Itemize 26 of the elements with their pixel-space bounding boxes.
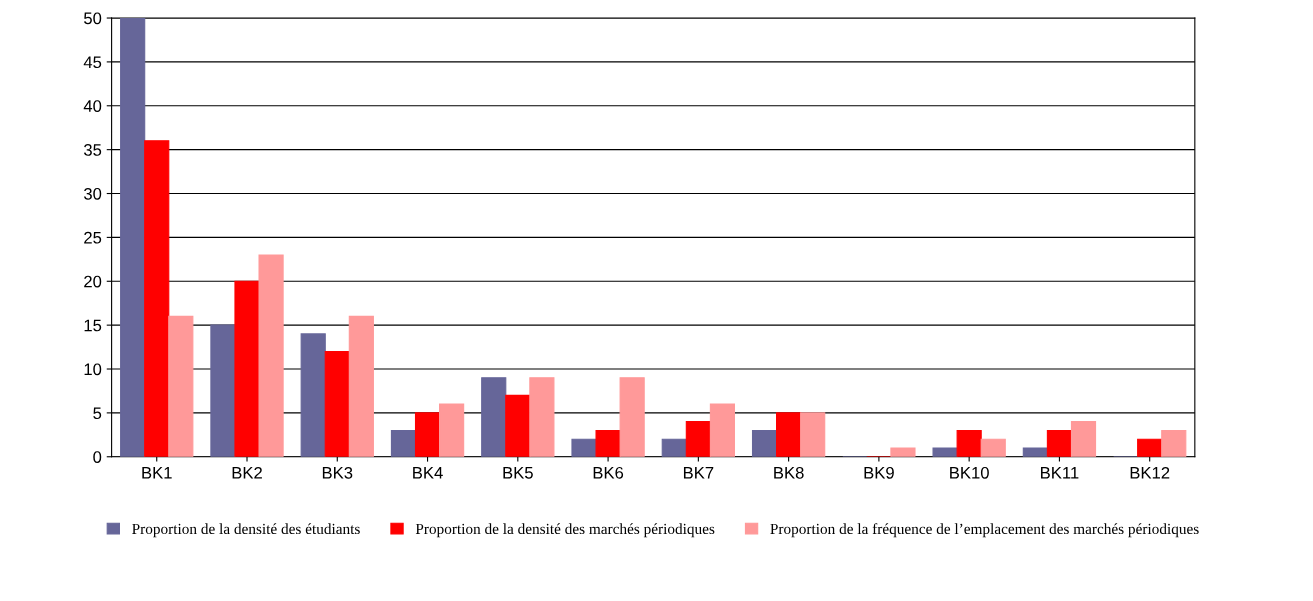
x-tick-label: BK12 [1130, 466, 1170, 479]
y-tick-label: 50 [84, 12, 102, 25]
y-tick-label: 20 [84, 275, 102, 288]
y-tick-label: 0 [93, 451, 102, 463]
x-tick-label: BK4 [413, 467, 443, 479]
x-tick-label: BK9 [864, 466, 894, 479]
y-tick-label: 45 [83, 56, 102, 69]
x-tick-label: BK1 [142, 467, 172, 479]
y-tick-label: 30 [83, 187, 102, 200]
x-tick-label: BK2 [232, 466, 262, 479]
y-tick-label: 5 [93, 407, 102, 420]
y-tick-label: 15 [84, 319, 102, 332]
legend-label: Proportion de la fréquence de l’emplacement des marchés périodiques [770, 523, 1199, 538]
y-tick-label: 25 [84, 231, 102, 244]
y-tick-label: 40 [83, 100, 102, 112]
x-tick-label: BK3 [322, 466, 353, 479]
x-tick-label: BK8 [774, 466, 804, 479]
x-tick-label: BK10 [950, 466, 989, 479]
x-tick-label: BK6 [593, 466, 624, 479]
y-tick-label: 35 [83, 144, 102, 156]
x-tick-label: BK5 [503, 467, 533, 479]
legend-label: Proportion de la densité des marchés périodiques [415, 523, 715, 538]
y-tick-label: 10 [84, 363, 102, 376]
legend-label: Proportion de la densité des étudiants [132, 523, 360, 538]
x-tick-label: BK11 [1041, 467, 1079, 479]
x-tick-label: BK7 [683, 467, 714, 479]
